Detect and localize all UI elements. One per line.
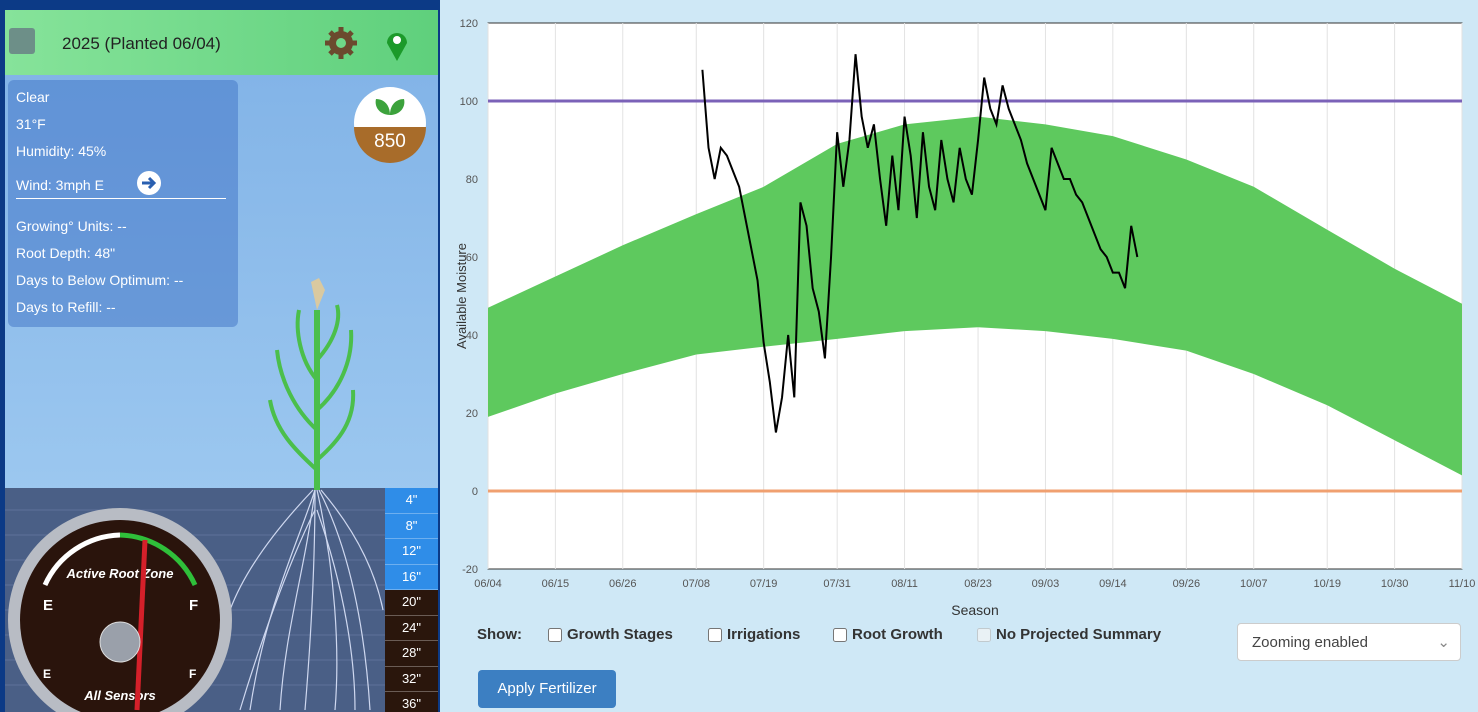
left-panel: 2025 (Planted 06/04) Clear 31°F Humidity… [5,10,438,712]
depth-label: 28" [385,641,438,667]
y-axis-label: Available Moisture [454,243,469,349]
y-tick-label: 120 [460,18,478,30]
checkbox-irrigations[interactable]: Irrigations [708,626,800,643]
checkbox-label: Growth Stages [567,626,673,643]
checkbox-label: Irrigations [727,626,800,643]
x-tick-label: 09/14 [1099,578,1127,590]
x-tick-label: 06/26 [609,578,637,590]
select-label: Zooming enabled [1252,634,1368,651]
gauge: Active Root Zone All Sensors E F E F [5,10,438,712]
y-tick-label: -20 [462,564,478,576]
x-tick-label: 08/11 [891,578,918,590]
depth-label: 16" [385,565,438,591]
gauge-zone-label: Active Root Zone [66,566,174,581]
page: 2025 (Planted 06/04) Clear 31°F Humidity… [0,0,1478,712]
depth-label: 20" [385,590,438,616]
checkbox[interactable] [977,628,991,642]
show-label: Show: [477,626,522,643]
x-tick-label: 06/15 [542,578,570,590]
x-tick-label: 07/31 [823,578,851,590]
x-tick-label: 07/19 [750,578,778,590]
x-tick-label: 07/08 [683,578,711,590]
checkbox[interactable] [708,628,722,642]
x-tick-label: 08/23 [964,578,992,590]
checkbox-root-growth[interactable]: Root Growth [833,626,943,643]
x-tick-label: 11/10 [1449,578,1476,590]
chart: 06/04 06/15 06/26 07/08 07/19 07/31 08/11 08/23… [440,0,1478,620]
apply-button[interactable]: Apply Fertilizer [478,670,616,708]
checkbox-label: Root Growth [852,626,943,643]
depth-label: 32" [385,667,438,693]
checkbox[interactable] [548,628,562,642]
y-tick-label: 80 [466,174,478,186]
depth-label: 4" [385,488,438,514]
depth-scale: 4"8"12"16"20"24"28"32"36" [385,488,438,712]
x-tick-label: 09/03 [1032,578,1060,590]
gauge-empty: E [43,597,53,614]
chart-panel: 06/04 06/15 06/26 07/08 07/19 07/31 08/11 08/23… [440,0,1478,712]
checkbox[interactable] [833,628,847,642]
gauge-full-2: F [189,667,196,681]
gauge-empty-2: E [43,667,51,681]
x-tick-label: 09/26 [1173,578,1201,590]
depth-label: 24" [385,616,438,642]
x-tick-label: 06/04 [474,578,502,590]
depth-label: 36" [385,692,438,712]
y-tick-label: 0 [472,486,478,498]
zoom-select[interactable]: Zooming enabled⌄ [1237,623,1461,661]
gauge-full: F [189,597,198,614]
y-tick-label: 100 [460,96,478,108]
checkbox-growth[interactable]: Growth Stages [548,626,673,643]
x-tick-label: 10/19 [1313,578,1341,590]
gauge-sensor-label: All Sensors [83,688,156,703]
y-tick-label: 20 [466,408,478,420]
x-tick-label: 10/07 [1240,578,1268,590]
depth-label: 12" [385,539,438,565]
depth-label: 8" [385,514,438,540]
x-axis-label: Season [951,602,998,618]
x-tick-label: 10/30 [1381,578,1409,590]
checkbox-label: No Projected Summary [996,626,1161,643]
checkbox-projected[interactable]: No Projected Summary [977,626,1161,643]
